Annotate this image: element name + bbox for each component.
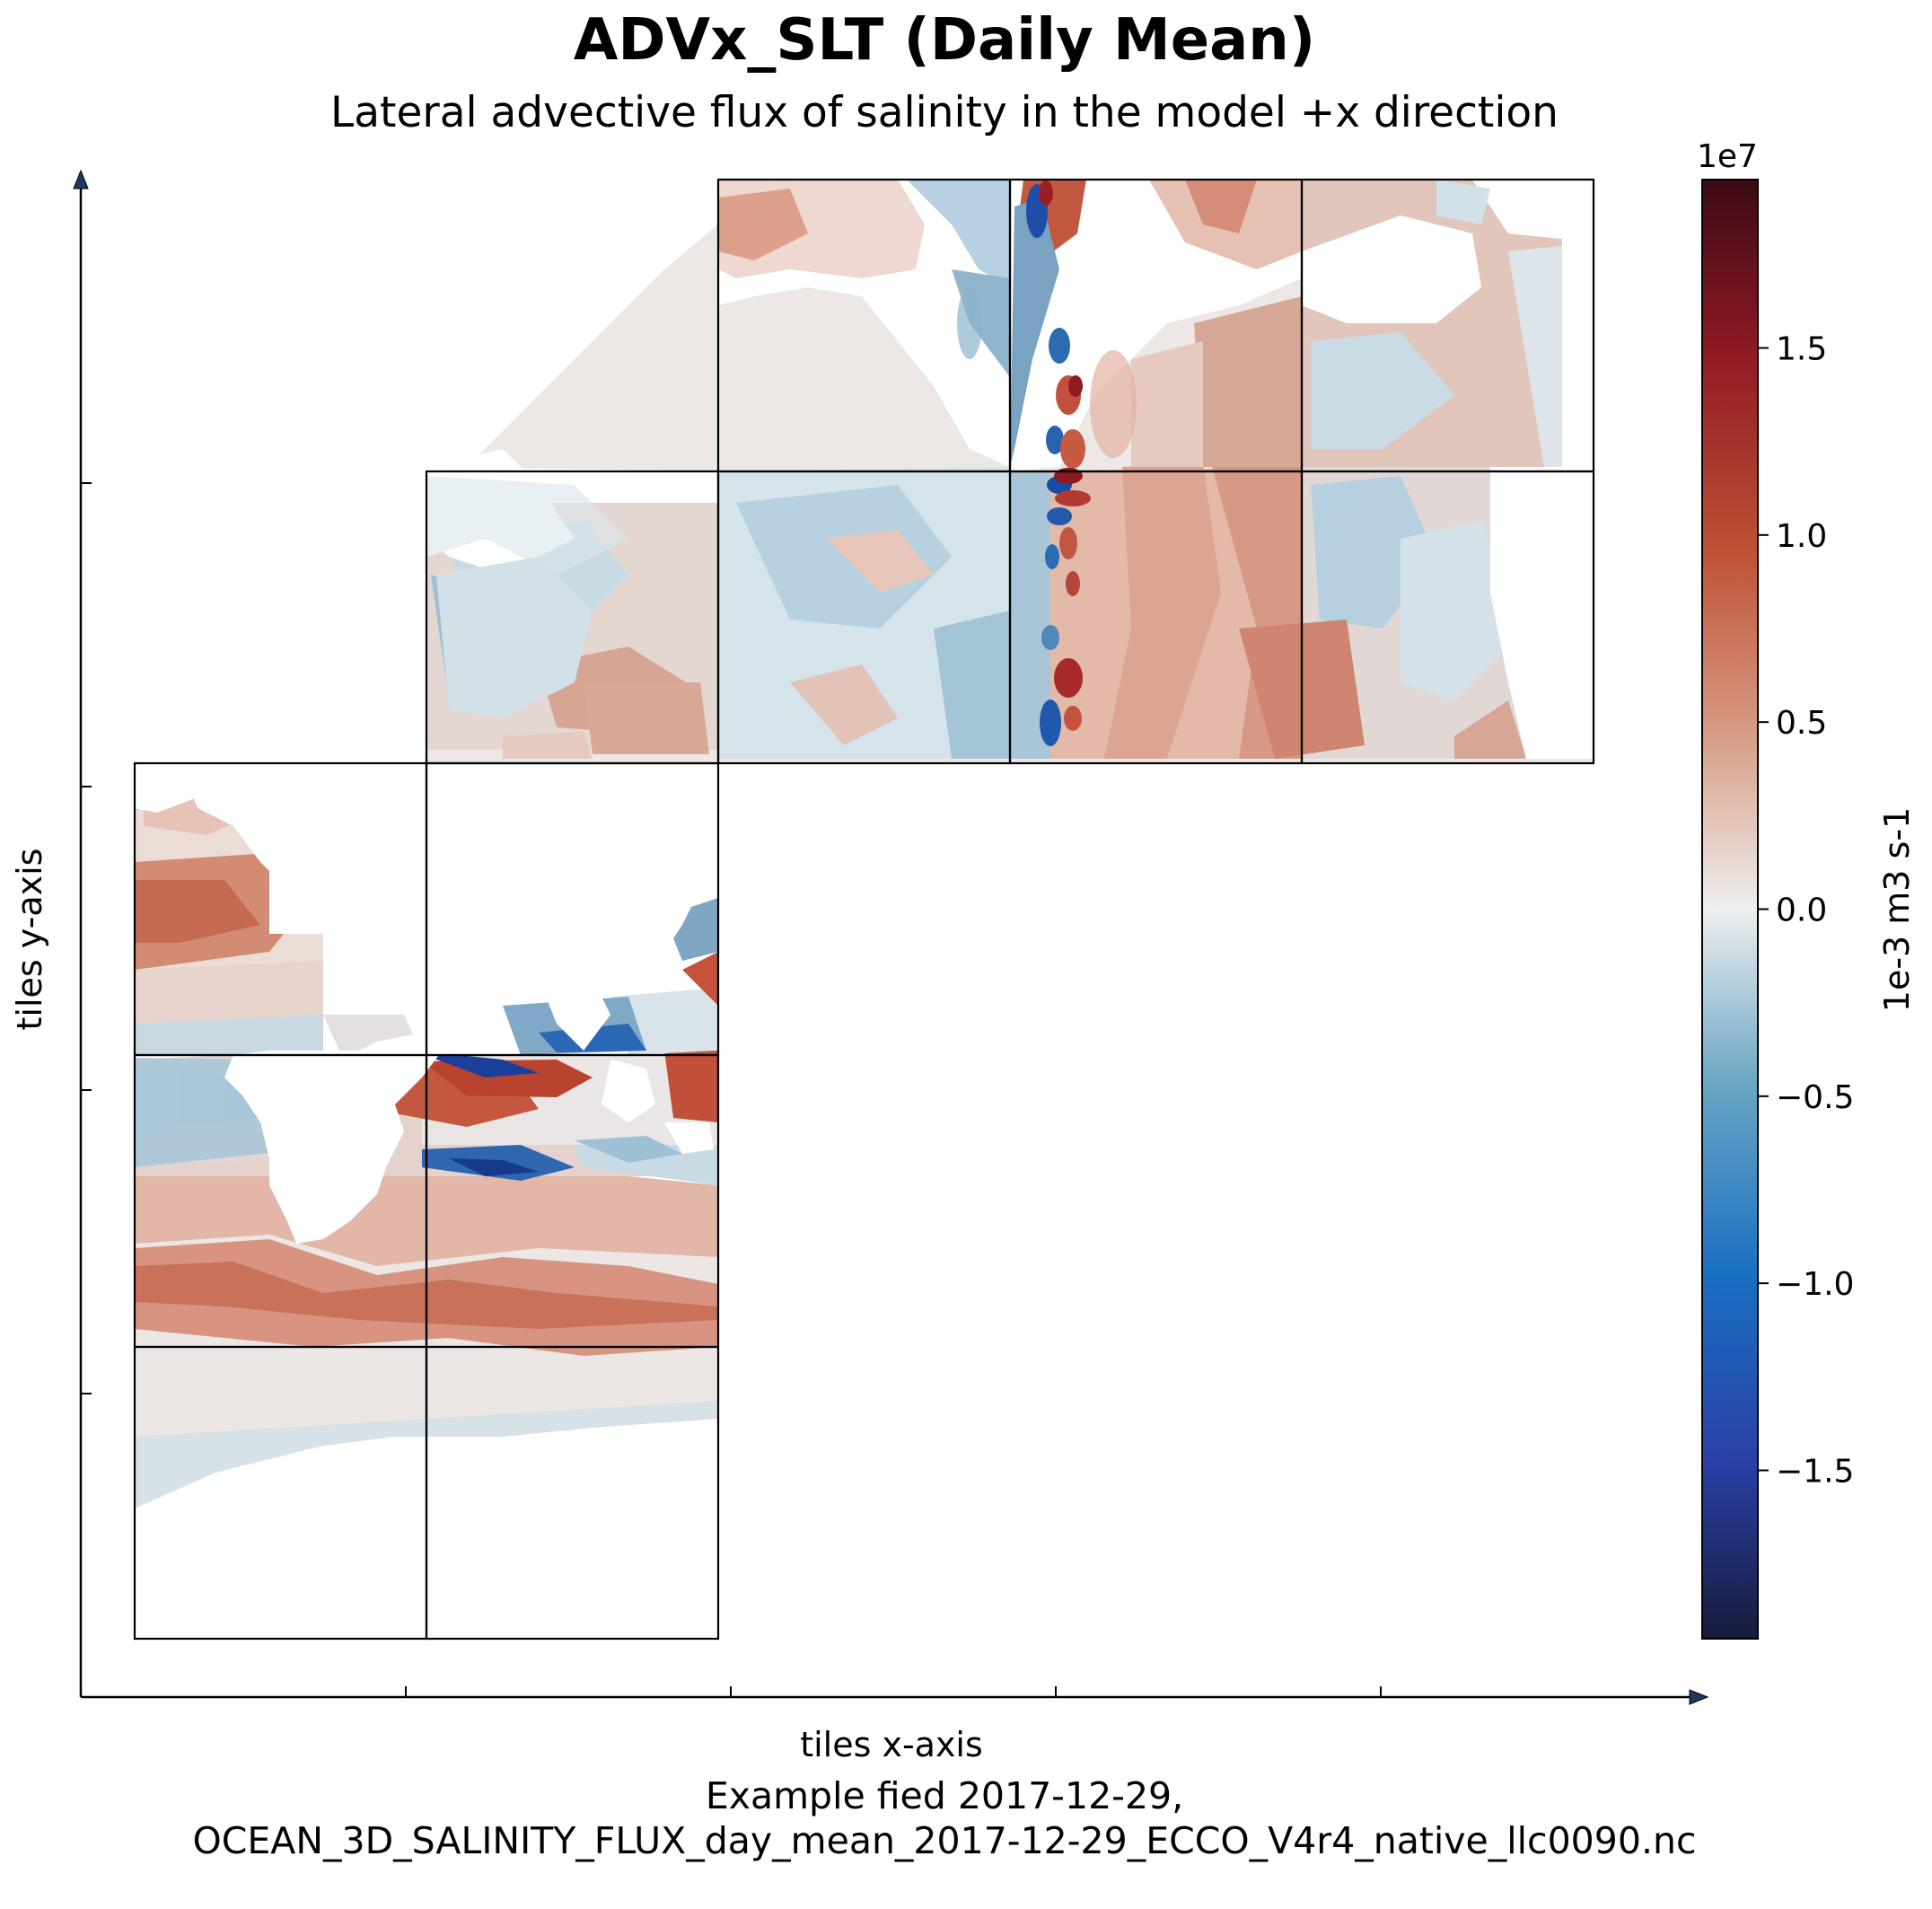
colorbar-tick-label: −1.0	[1776, 1266, 1854, 1303]
tile-grid	[133, 178, 1595, 1641]
footer-line-1: Example fied 2017-12-29,	[705, 1774, 1184, 1817]
colorbar-tick-label: −1.5	[1776, 1454, 1854, 1491]
lower-tiles-field	[135, 763, 718, 1639]
footer-line-2: OCEAN_3D_SALINITY_FLUX_day_mean_2017-12-…	[192, 1819, 1697, 1862]
axes	[73, 169, 1709, 1705]
y-axis-label: tiles y-axis	[10, 849, 49, 1031]
y-axis-arrow	[73, 169, 89, 189]
chart-subtitle: Lateral advective flux of salinity in th…	[330, 88, 1559, 137]
x-axis-label: tiles x-axis	[800, 1725, 983, 1764]
colorbar-ticks: 1.5 1.0 0.5 0.0 −0.5 −1.0 −1.5	[1758, 331, 1854, 1491]
colorbar-gradient	[1701, 179, 1759, 1640]
x-axis-arrow	[1689, 1689, 1709, 1705]
colorbar-tick-label: 1.0	[1776, 518, 1827, 555]
footer: Example fied 2017-12-29, OCEAN_3D_SALINI…	[0, 1773, 1889, 1863]
colorbar-scale-label: 1e7	[1697, 138, 1758, 175]
colorbar-label: 1e-3 m3 s-1	[1877, 807, 1917, 1012]
colorbar-tick-label: 1.5	[1776, 331, 1827, 368]
eddy-chain	[957, 180, 1137, 746]
colorbar-tick-label: 0.0	[1776, 893, 1827, 929]
chart-title: ADVx_SLT (Daily Mean)	[573, 7, 1316, 74]
colorbar-tick-label: 0.5	[1776, 705, 1827, 742]
colorbar: 1e7 1.5 1.0 0.5 0.0 −0.5 −1.0 −1.5 1e-3 m3 s-1	[1697, 138, 1917, 1640]
colorbar-tick-label: −0.5	[1776, 1079, 1854, 1116]
